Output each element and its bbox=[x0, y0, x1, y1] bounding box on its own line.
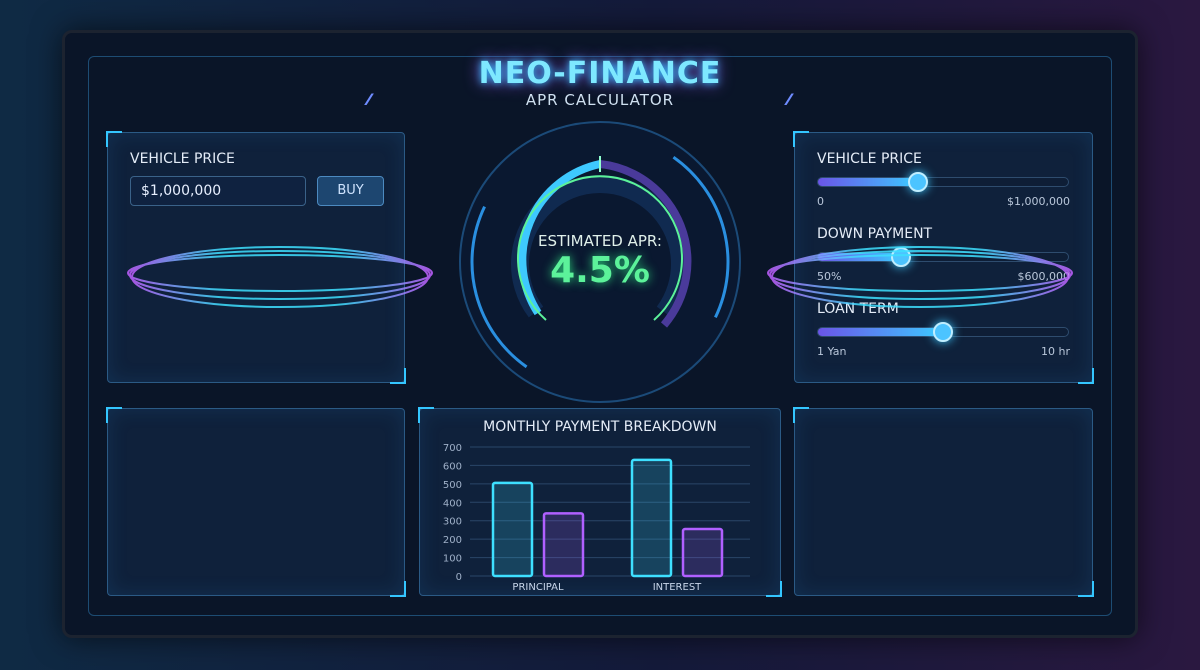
monthly-payment-chart-panel: MONTHLY PAYMENT BREAKDOWN 0 100 200 300 400 5… bbox=[418, 407, 782, 597]
slider-thumb[interactable] bbox=[933, 322, 953, 342]
dashboard-border bbox=[88, 56, 1112, 616]
slider-max-label: $600,000 bbox=[1017, 270, 1071, 283]
bar-interest-1 bbox=[681, 527, 724, 578]
y-tick-label: 500 bbox=[443, 480, 462, 491]
x-tick-label: PRINCIPAL bbox=[512, 582, 564, 593]
circuit-panel-right bbox=[793, 407, 1094, 597]
outer-arc bbox=[470, 132, 730, 392]
slider-thumb[interactable] bbox=[908, 172, 928, 192]
slider-max-label: 10 hr bbox=[1041, 345, 1070, 358]
slider-label: LOAN TERM bbox=[817, 301, 899, 317]
y-tick-label: 0 bbox=[456, 572, 462, 583]
slider-max-label: $1,000,000 bbox=[1007, 195, 1070, 208]
bar-principal-0 bbox=[491, 481, 534, 578]
apr-progress-arc bbox=[518, 160, 601, 316]
sliders-panel: VEHICLE PRICE 0 $1,000,000 DOWN PAYMENT 5… bbox=[793, 131, 1094, 384]
y-tick-label: 200 bbox=[443, 535, 462, 546]
buy-button[interactable]: BUY bbox=[317, 176, 384, 206]
slider-2[interactable] bbox=[817, 322, 1069, 342]
apr-label: ESTIMATED APR: bbox=[538, 232, 662, 250]
bar-principal-1 bbox=[542, 512, 585, 578]
y-tick-label: 100 bbox=[443, 554, 462, 565]
slider-1[interactable] bbox=[817, 247, 1069, 267]
bar-chart: 0 100 200 300 400 500 600 700 PRINCIPAL INTEREST bbox=[443, 443, 750, 593]
chart-title: MONTHLY PAYMENT BREAKDOWN bbox=[483, 419, 717, 435]
slider-fill bbox=[818, 178, 918, 186]
bar-interest-0 bbox=[630, 458, 673, 578]
app-subtitle: APR CALCULATOR bbox=[525, 91, 675, 109]
slider-fill bbox=[818, 253, 901, 261]
y-tick-label: 400 bbox=[443, 498, 462, 509]
y-tick-label: 700 bbox=[443, 443, 462, 454]
slider-min-label: 1 Yan bbox=[817, 345, 847, 358]
slider-label: VEHICLE PRICE bbox=[817, 151, 922, 167]
slider-label: DOWN PAYMENT bbox=[817, 226, 933, 242]
vehicle-price-panel: VEHICLE PRICE $1,000,000 BUY bbox=[106, 131, 406, 384]
slider-min-label: 0 bbox=[817, 195, 824, 208]
apr-inner-arc bbox=[517, 175, 683, 321]
slider-thumb[interactable] bbox=[890, 247, 911, 267]
y-tick-label: 300 bbox=[443, 517, 462, 528]
vehicle-price-input[interactable]: $1,000,000 bbox=[130, 176, 306, 206]
slider-0[interactable] bbox=[817, 172, 1069, 192]
slider-min-label: 50% bbox=[817, 270, 842, 283]
slider-fill bbox=[818, 328, 943, 336]
y-tick-label: 600 bbox=[443, 461, 462, 472]
x-tick-label: INTEREST bbox=[653, 582, 702, 593]
apr-gauge bbox=[459, 121, 741, 403]
circuit-panel-left bbox=[106, 407, 406, 597]
apr-value: 4.5% bbox=[550, 250, 650, 291]
vehicle-price-label: VEHICLE PRICE bbox=[130, 151, 235, 167]
app-title: NEO-FINANCE bbox=[478, 56, 722, 91]
